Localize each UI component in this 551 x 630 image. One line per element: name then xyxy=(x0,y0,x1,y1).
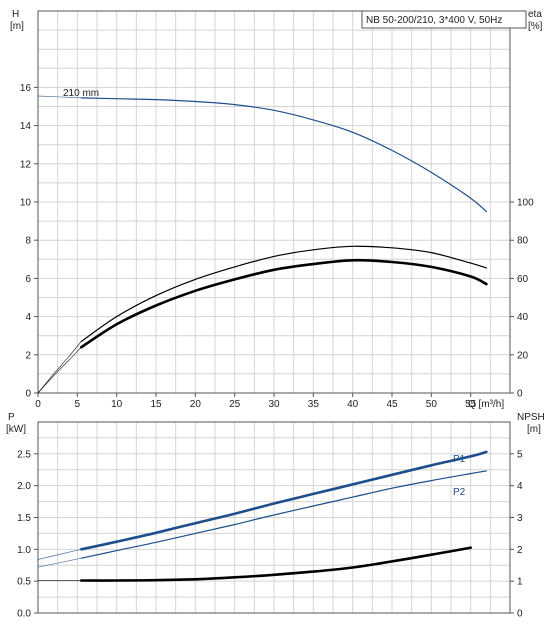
x-tick-label: 0 xyxy=(35,399,41,410)
y-tick-label-right: 1 xyxy=(517,577,523,588)
y-tick-label-left: 4 xyxy=(25,312,31,323)
x-tick-label: 40 xyxy=(347,399,359,410)
series-label-p1: P1 xyxy=(453,454,466,465)
title-box xyxy=(361,10,527,29)
y-axis-unit-left: [m] xyxy=(10,21,24,32)
y-tick-label-right: 0 xyxy=(517,389,523,400)
y-axis-label-left: P xyxy=(8,412,15,423)
top-panel-curves xyxy=(37,95,488,394)
y-axis-unit-left: [kW] xyxy=(6,424,26,435)
y-tick-label-right: 80 xyxy=(517,236,529,247)
bottom-panel-curves xyxy=(37,450,488,582)
x-tick-label: 30 xyxy=(268,399,280,410)
y-axis-label-right: NPSH xyxy=(517,412,545,423)
bottom-panel-grid xyxy=(34,421,514,614)
y-tick-label-left: 1.0 xyxy=(17,545,31,556)
y-tick-label-right: 5 xyxy=(517,449,523,460)
y-tick-label-right: 0 xyxy=(517,609,523,620)
top-series-2-line xyxy=(80,258,488,349)
bottom-series-1-extrapolation xyxy=(37,557,82,568)
x-tick-label: 50 xyxy=(426,399,438,410)
bottom-series-2-line xyxy=(80,546,472,582)
x-tick-label: 25 xyxy=(229,399,241,410)
y-tick-label-right: 4 xyxy=(517,481,523,492)
x-axis-label: Q [m³/h] xyxy=(468,399,504,410)
y-tick-label-right: 2 xyxy=(517,545,523,556)
y-tick-label-right: 100 xyxy=(517,198,534,209)
top-series-0-line xyxy=(80,97,487,213)
y-tick-label-right: 40 xyxy=(517,312,529,323)
y-tick-label-left: 0 xyxy=(25,389,31,400)
top-series-0-extrapolation xyxy=(37,95,82,99)
chart-title: NB 50-200/210, 3*400 V, 50Hz xyxy=(366,15,502,26)
series-label-p2: P2 xyxy=(453,487,466,498)
y-tick-label-left: 14 xyxy=(20,121,32,132)
y-tick-label-left: 16 xyxy=(20,83,32,94)
y-tick-label-right: 20 xyxy=(517,350,529,361)
y-tick-label-left: 6 xyxy=(25,274,31,285)
y-tick-label-left: 2.5 xyxy=(17,449,31,460)
y-tick-label-left: 1.5 xyxy=(17,513,31,524)
y-tick-label-left: 8 xyxy=(25,236,31,247)
y-axis-unit-right: [%] xyxy=(528,21,543,32)
y-tick-label-left: 12 xyxy=(20,159,32,170)
top-panel-grid xyxy=(34,10,514,397)
x-tick-label: 55 xyxy=(465,399,477,410)
y-axis-label-right: eta xyxy=(528,9,542,20)
top-series-1-extrapolation xyxy=(37,341,82,394)
bottom-series-0-line xyxy=(80,450,488,551)
y-tick-label-left: 2 xyxy=(25,350,31,361)
y-tick-label-left: 0.5 xyxy=(17,577,31,588)
bottom-series-1-line xyxy=(80,470,487,559)
x-tick-label: 20 xyxy=(190,399,202,410)
curve-annotation-impeller: 210 mm xyxy=(63,88,99,99)
y-tick-label-left: 2.0 xyxy=(17,481,31,492)
y-axis-unit-right: [m] xyxy=(527,424,541,435)
y-axis-label-left: H xyxy=(12,9,19,20)
y-tick-label-left: 10 xyxy=(20,198,32,209)
y-tick-label-right: 3 xyxy=(517,513,523,524)
x-tick-label: 45 xyxy=(386,399,398,410)
top-series-1-line xyxy=(80,245,487,342)
x-tick-label: 5 xyxy=(75,399,81,410)
bottom-series-0-extrapolation xyxy=(37,548,82,560)
x-tick-label: 15 xyxy=(150,399,162,410)
y-tick-label-right: 60 xyxy=(517,274,529,285)
x-tick-label: 35 xyxy=(308,399,320,410)
top-series-2-extrapolation xyxy=(37,346,82,394)
x-tick-label: 10 xyxy=(111,399,123,410)
y-tick-label-left: 0.0 xyxy=(17,609,31,620)
